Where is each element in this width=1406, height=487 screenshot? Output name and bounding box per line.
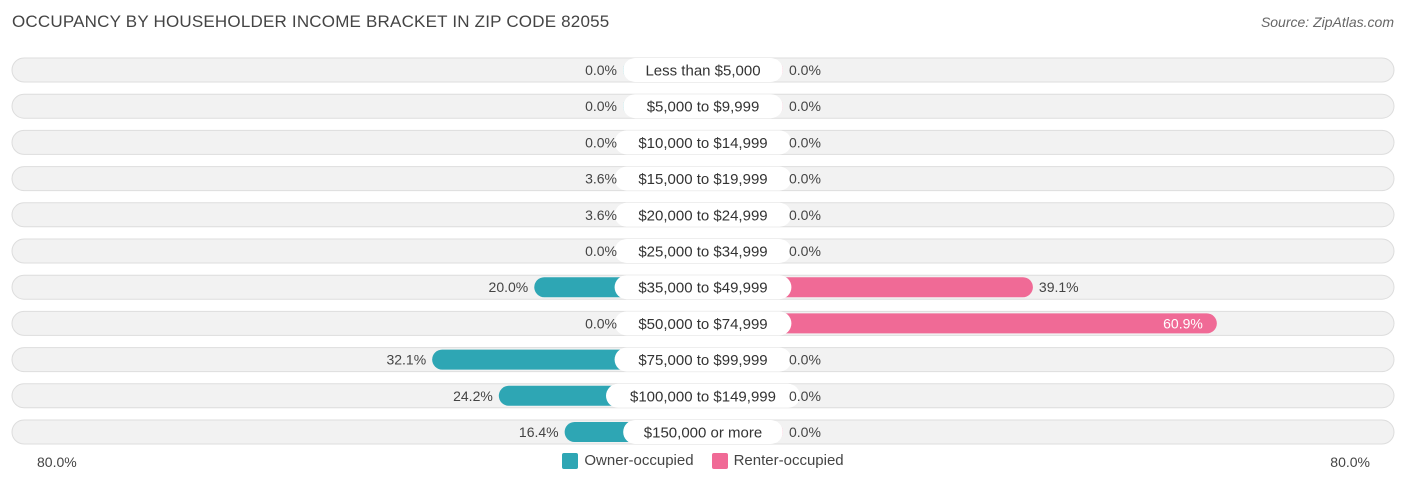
value-label-owner: 0.0% bbox=[585, 62, 617, 78]
axis-label-right: 80.0% bbox=[1330, 454, 1370, 470]
legend-label-owner: Owner-occupied bbox=[584, 452, 694, 469]
value-label-owner: 0.0% bbox=[585, 315, 617, 331]
chart-row: $100,000 to $149,999 24.2% 0.0% bbox=[11, 383, 1395, 409]
category-label: $35,000 to $49,999 bbox=[638, 280, 767, 297]
category-label: $10,000 to $14,999 bbox=[638, 135, 767, 152]
value-label-owner: 3.6% bbox=[585, 207, 617, 223]
legend-swatch-renter bbox=[711, 452, 728, 469]
legend: Owner-occupied Renter-occupied bbox=[0, 452, 1406, 469]
value-label-renter: 39.1% bbox=[1039, 279, 1079, 295]
chart-row: $15,000 to $19,999 3.6% 0.0% bbox=[11, 166, 1395, 192]
value-label-owner: 24.2% bbox=[453, 388, 493, 404]
legend-item-renter: Renter-occupied bbox=[711, 452, 844, 469]
legend-label-renter: Renter-occupied bbox=[733, 452, 844, 469]
value-label-renter: 60.9% bbox=[1163, 315, 1203, 331]
category-pill bbox=[614, 311, 792, 336]
chart-row: $150,000 or more 16.4% 0.0% bbox=[11, 419, 1395, 445]
category-pill bbox=[606, 383, 800, 408]
value-label-owner: 0.0% bbox=[585, 134, 617, 150]
chart-source: Source: ZipAtlas.com bbox=[1260, 14, 1394, 30]
value-label-renter: 0.0% bbox=[789, 243, 821, 259]
category-label: $15,000 to $19,999 bbox=[638, 171, 767, 188]
value-label-renter: 0.0% bbox=[789, 62, 821, 78]
category-label: $20,000 to $24,999 bbox=[638, 207, 767, 224]
category-pill bbox=[623, 58, 783, 82]
value-label-owner: 20.0% bbox=[489, 279, 529, 295]
value-label-owner: 0.0% bbox=[585, 243, 617, 259]
category-label: $150,000 or more bbox=[644, 425, 762, 442]
chart-row: $50,000 to $74,999 0.0% 60.9% bbox=[11, 310, 1395, 336]
value-label-owner: 0.0% bbox=[585, 98, 617, 114]
value-label-renter: 0.0% bbox=[789, 171, 821, 187]
value-label-renter: 0.0% bbox=[789, 424, 821, 440]
category-label: $75,000 to $99,999 bbox=[638, 352, 767, 369]
chart-row: $5,000 to $9,999 0.0% 0.0% bbox=[11, 93, 1395, 119]
category-pill bbox=[623, 94, 783, 119]
category-pill bbox=[614, 130, 792, 155]
category-label: Less than $5,000 bbox=[645, 63, 760, 80]
chart-title: OCCUPANCY BY HOUSEHOLDER INCOME BRACKET … bbox=[12, 12, 610, 31]
axis-label-left: 80.0% bbox=[37, 454, 77, 470]
legend-swatch-owner bbox=[562, 452, 579, 469]
chart-row: $75,000 to $99,999 32.1% 0.0% bbox=[11, 347, 1395, 373]
category-pill bbox=[614, 166, 792, 191]
value-label-renter: 0.0% bbox=[789, 207, 821, 223]
value-label-renter: 0.0% bbox=[789, 352, 821, 368]
value-label-owner: 3.6% bbox=[585, 171, 617, 187]
value-label-owner: 32.1% bbox=[386, 352, 426, 368]
chart-row: $35,000 to $49,999 20.0% 39.1% bbox=[11, 274, 1395, 300]
category-pill bbox=[614, 275, 792, 300]
category-label: $100,000 to $149,999 bbox=[630, 388, 776, 405]
value-label-renter: 0.0% bbox=[789, 98, 821, 114]
category-pill bbox=[614, 347, 792, 372]
category-pill bbox=[614, 239, 792, 263]
category-label: $50,000 to $74,999 bbox=[638, 316, 767, 333]
chart-row: $20,000 to $24,999 3.6% 0.0% bbox=[11, 202, 1395, 228]
chart-row: $25,000 to $34,999 0.0% 0.0% bbox=[11, 238, 1395, 264]
chart-row: Less than $5,000 0.0% 0.0% bbox=[11, 57, 1395, 83]
category-pill bbox=[623, 420, 783, 444]
category-label: $5,000 to $9,999 bbox=[647, 99, 760, 116]
bar-renter-occupied bbox=[693, 313, 1217, 334]
chart-row: $10,000 to $14,999 0.0% 0.0% bbox=[11, 129, 1395, 155]
value-label-owner: 16.4% bbox=[519, 424, 559, 440]
value-label-renter: 0.0% bbox=[789, 134, 821, 150]
legend-item-owner: Owner-occupied bbox=[562, 452, 694, 469]
category-pill bbox=[614, 202, 792, 227]
value-label-renter: 0.0% bbox=[789, 388, 821, 404]
category-label: $25,000 to $34,999 bbox=[638, 244, 767, 261]
